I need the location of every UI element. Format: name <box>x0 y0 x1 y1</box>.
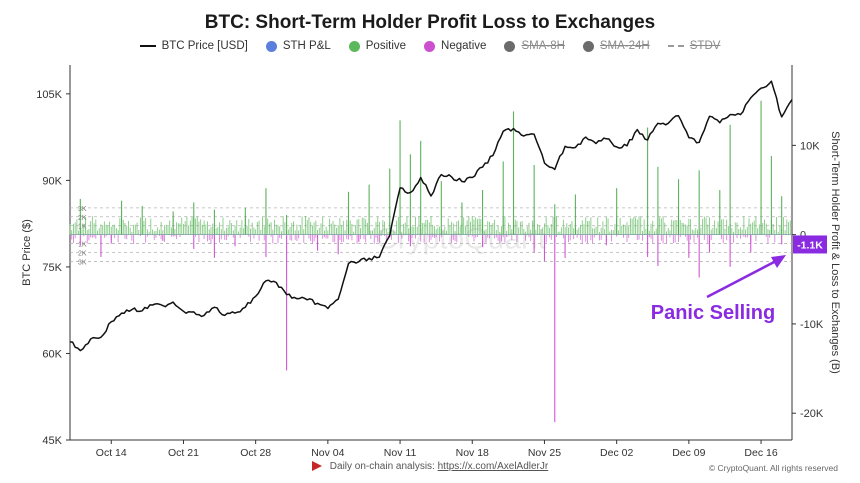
stdv-band-label: 2K <box>78 251 87 258</box>
x-tick-label: Nov 25 <box>528 447 561 459</box>
copyright: © CryptoQuant. All rights reserved <box>708 463 838 473</box>
right-tick-label: -10K <box>800 319 824 331</box>
footer: Daily on-chain analysis: https://x.com/A… <box>0 461 860 472</box>
dot-icon <box>348 40 360 52</box>
x-tick-label: Dec 09 <box>672 447 705 459</box>
x-tick-label: Nov 04 <box>311 447 344 459</box>
dash-swatch-icon <box>667 45 684 47</box>
latest-value-text: -1.1K <box>797 239 823 251</box>
legend-label: STH P&L <box>282 40 331 52</box>
stdv-band-label: 3K <box>78 206 87 213</box>
left-tick-label: 75K <box>42 262 62 274</box>
left-tick-label: 105K <box>36 89 62 101</box>
flag-icon <box>311 461 322 472</box>
x-tick-label: Dec 16 <box>744 447 777 459</box>
x-tick-label: Nov 11 <box>384 447 417 459</box>
x-tick-label: Dec 02 <box>600 447 633 459</box>
latest-value-tag <box>793 235 827 254</box>
legend-label: Positive <box>365 40 407 52</box>
left-axis-title: BTC Price ($) <box>21 219 33 286</box>
annotation-arrow-head <box>771 255 786 268</box>
x-tick-label: Nov 18 <box>456 447 489 459</box>
legend-item-stdv[interactable]: STDV <box>667 40 721 52</box>
stdv-band-label: 2K <box>78 215 87 222</box>
legend-item-sma-8h[interactable]: SMA-8H <box>504 40 565 52</box>
right-tick-label: 10K <box>800 140 820 152</box>
stdv-band-label: 1K <box>78 242 87 249</box>
left-tick-label: 90K <box>42 175 62 187</box>
x-tick-label: Oct 21 <box>168 447 199 459</box>
legend-label: STDV <box>689 40 721 52</box>
legend-label: SMA-8H <box>521 40 565 52</box>
dot-icon <box>504 40 516 52</box>
legend-item-positive[interactable]: Positive <box>348 40 407 52</box>
legend-item-sth-pl[interactable]: STH P&L <box>265 40 331 52</box>
dot-icon <box>582 40 594 52</box>
line-swatch-icon <box>139 45 156 47</box>
left-tick-label: 60K <box>42 348 62 360</box>
legend: BTC Price [USD] STH P&L Positive Negativ… <box>0 40 860 52</box>
legend-label: SMA-24H <box>599 40 650 52</box>
x-tick-label: Oct 14 <box>96 447 127 459</box>
footer-link[interactable]: https://x.com/AxelAdlerJr <box>437 461 549 472</box>
right-tick-label: -20K <box>800 408 824 420</box>
legend-label: Negative <box>441 40 487 52</box>
x-tick-label: Oct 28 <box>240 447 271 459</box>
right-axis-title: Short-Term Holder Profit & Loss to Excha… <box>829 131 841 374</box>
legend-item-btc-price[interactable]: BTC Price [USD] <box>139 40 248 52</box>
btc-price-line <box>69 80 793 352</box>
left-tick-label: 45K <box>42 435 62 447</box>
stdv-band-label: 3K <box>78 259 87 266</box>
legend-item-negative[interactable]: Negative <box>424 40 486 52</box>
annotation-text: Panic Selling <box>651 302 775 324</box>
watermark: CryptoQuant <box>376 223 547 256</box>
dot-icon <box>424 40 436 52</box>
legend-item-sma-24h[interactable]: SMA-24H <box>582 40 650 52</box>
annotation-arrow-shaft <box>706 258 779 299</box>
stdv-band-label: 1K <box>78 224 87 231</box>
footer-prefix: Daily on-chain analysis: <box>329 461 435 472</box>
legend-label: BTC Price [USD] <box>161 40 248 52</box>
dot-icon <box>265 40 277 52</box>
chart-title: BTC: Short-Term Holder Profit Loss to Ex… <box>204 12 656 33</box>
